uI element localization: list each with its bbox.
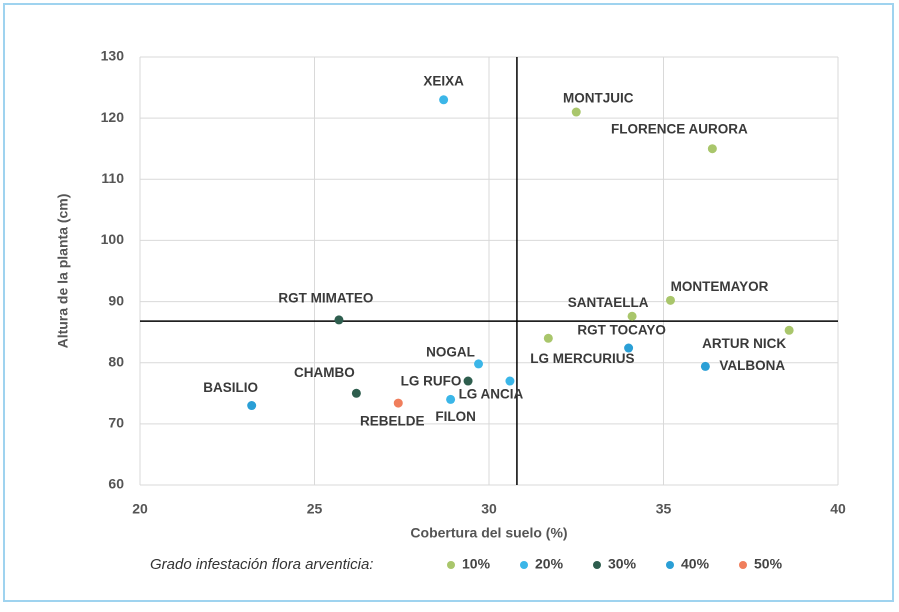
point-label: BASILIO: [203, 380, 258, 395]
point-label: LG ANCIA: [459, 387, 524, 402]
point: [665, 295, 675, 305]
y-tick-label: 80: [108, 353, 124, 369]
y-tick-label: 120: [101, 109, 125, 125]
x-tick-label: 30: [481, 501, 497, 517]
point-label: REBELDE: [360, 414, 425, 429]
y-tick-label: 70: [108, 415, 124, 431]
point-label: SANTAELLA: [568, 295, 649, 310]
y-tick-label: 60: [108, 476, 124, 492]
x-tick-label: 25: [307, 501, 323, 517]
legend-title: Grado infestación flora arventicia:: [150, 556, 373, 573]
legend-label: 10%: [462, 556, 491, 572]
legend-marker: [666, 561, 674, 569]
point: [543, 333, 553, 343]
y-axis-title: Altura de la planta (cm): [55, 194, 71, 349]
point-label: MONTEMAYOR: [671, 279, 769, 294]
point: [439, 95, 449, 105]
legend-label: 30%: [608, 556, 637, 572]
x-axis-title: Cobertura del suelo (%): [410, 525, 567, 541]
y-tick-label: 110: [101, 170, 124, 186]
point: [571, 107, 581, 117]
point-label: RGT TOCAYO: [577, 323, 666, 338]
y-tick-label: 130: [101, 48, 125, 64]
point: [334, 315, 344, 325]
point: [463, 376, 473, 386]
y-tick-label: 100: [101, 231, 125, 247]
legend-label: 40%: [681, 556, 710, 572]
x-tick-label: 40: [830, 501, 846, 517]
point-label: CHAMBO: [294, 365, 355, 380]
point-label: VALBONA: [719, 358, 785, 373]
point: [700, 361, 710, 371]
point: [247, 401, 257, 411]
x-tick-label: 35: [656, 501, 672, 517]
legend-label: 20%: [535, 556, 564, 572]
point-label: FLORENCE AURORA: [611, 121, 748, 136]
x-tick-label: 20: [132, 501, 148, 517]
point-label: NOGAL: [426, 344, 475, 359]
legend-marker: [520, 561, 528, 569]
point-label: XEIXA: [423, 73, 464, 88]
legend-marker: [593, 561, 601, 569]
point: [474, 359, 484, 369]
point: [505, 376, 515, 386]
point-label: LG MERCURIUS: [530, 351, 634, 366]
frame: [3, 3, 894, 602]
point-label: MONTJUIC: [563, 91, 634, 106]
point: [707, 144, 717, 154]
legend-label: 50%: [754, 556, 783, 572]
point-label: LG RUFO: [401, 374, 462, 389]
point-label: ARTUR NICK: [702, 336, 786, 351]
point-label: FILON: [435, 409, 476, 424]
point: [351, 388, 361, 398]
legend-marker: [447, 561, 455, 569]
point-label: RGT MIMATEO: [278, 290, 373, 305]
point: [627, 311, 637, 321]
y-tick-label: 90: [108, 292, 124, 308]
point: [393, 398, 403, 408]
point: [446, 394, 456, 404]
point: [624, 343, 634, 353]
point: [784, 325, 794, 335]
legend-marker: [739, 561, 747, 569]
